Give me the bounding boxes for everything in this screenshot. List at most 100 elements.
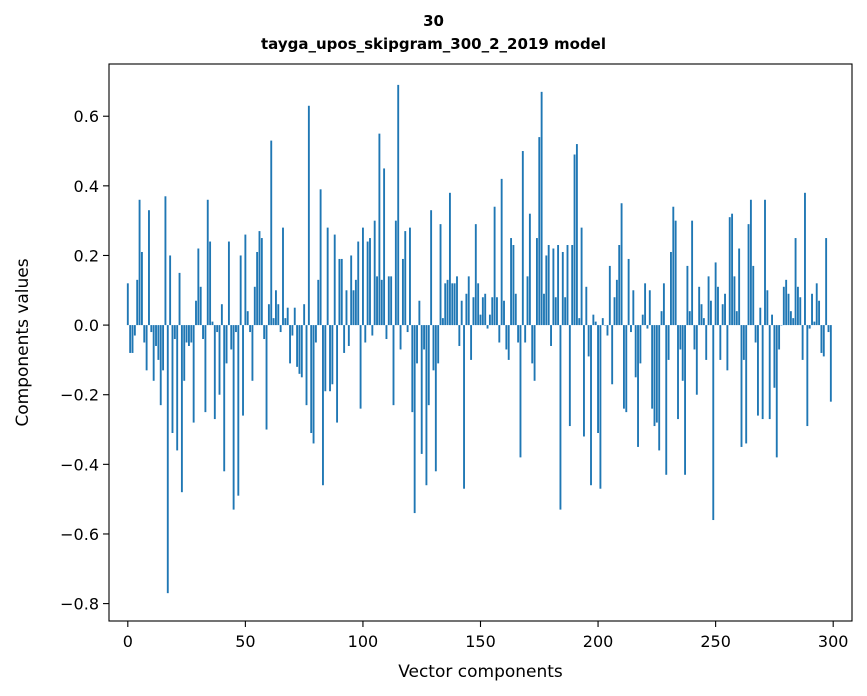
bar-24 <box>183 325 186 381</box>
bar-184 <box>559 325 562 510</box>
chart-title-model: tayga_upos_skipgram_300_2_2019 model <box>261 35 606 53</box>
bar-32 <box>202 325 204 340</box>
bar-193 <box>580 227 583 326</box>
bar-44 <box>230 325 233 350</box>
bar-63 <box>275 290 277 326</box>
bar-274 <box>771 314 773 326</box>
bar-119 <box>406 325 409 333</box>
bar-33 <box>204 325 207 413</box>
bar-100 <box>362 227 364 326</box>
bar-263 <box>745 325 748 444</box>
bar-66 <box>282 227 284 326</box>
bar-250 <box>714 262 717 326</box>
bar-259 <box>735 311 738 326</box>
bar-118 <box>404 231 407 326</box>
bar-88 <box>333 234 336 326</box>
bar-28 <box>192 325 195 423</box>
bar-243 <box>698 286 701 326</box>
bar-251 <box>717 286 719 326</box>
bar-146 <box>470 325 473 360</box>
bar-90 <box>338 258 341 326</box>
bar-75 <box>303 304 306 326</box>
bar-217 <box>637 325 639 447</box>
bar-164 <box>512 245 515 326</box>
bar-262 <box>742 325 745 360</box>
bar-81 <box>317 279 320 326</box>
bar-179 <box>547 245 550 326</box>
bar-160 <box>503 300 505 326</box>
bar-124 <box>418 300 421 326</box>
bar-112 <box>390 276 393 326</box>
bar-247 <box>707 276 710 326</box>
bar-167 <box>519 325 522 458</box>
bar-238 <box>686 265 689 326</box>
bar-73 <box>298 325 301 374</box>
bar-15 <box>162 325 165 371</box>
bar-18 <box>169 255 172 326</box>
x-axis-ticks: 0 50 100 150 200 250 300 <box>123 621 849 651</box>
bar-70 <box>291 325 294 336</box>
bar-42 <box>225 325 228 364</box>
bar-68 <box>286 307 289 326</box>
bar-133 <box>439 224 442 326</box>
bar-109 <box>383 168 386 326</box>
bar-166 <box>517 325 520 343</box>
bar-242 <box>695 325 698 395</box>
bar-43 <box>227 241 230 326</box>
bar-157 <box>496 297 498 326</box>
bar-288 <box>804 192 806 326</box>
bar-1 <box>129 325 132 353</box>
bar-93 <box>345 290 348 326</box>
bar-19 <box>171 325 174 434</box>
bar-236 <box>681 325 684 381</box>
bar-296 <box>822 325 825 357</box>
bar-134 <box>441 318 444 326</box>
bar-208 <box>615 279 618 326</box>
y-tick-label: 0.4 <box>74 177 99 196</box>
bar-180 <box>550 325 552 346</box>
y-tick-label: 0.2 <box>74 246 99 265</box>
x-tick-label: 300 <box>818 632 849 651</box>
bar-82 <box>319 189 322 326</box>
bar-40 <box>220 304 223 326</box>
bar-4 <box>136 279 139 326</box>
x-tick-label: 0 <box>123 632 133 651</box>
bar-91 <box>340 258 343 326</box>
bar-71 <box>293 307 296 326</box>
bar-62 <box>272 318 275 326</box>
bar-140 <box>456 276 458 326</box>
bar-30 <box>197 248 200 326</box>
bar-94 <box>347 325 350 346</box>
bar-16 <box>164 196 167 326</box>
bar-186 <box>564 297 567 326</box>
bar-78 <box>310 325 313 434</box>
bar-113 <box>392 325 395 406</box>
bar-170 <box>526 276 529 326</box>
bar-65 <box>279 325 282 333</box>
bar-223 <box>651 325 654 409</box>
bar-196 <box>587 325 590 357</box>
bar-23 <box>180 325 183 493</box>
bar-295 <box>820 325 823 353</box>
bar-120 <box>409 227 411 326</box>
bar-281 <box>787 293 790 326</box>
bar-279 <box>782 286 785 326</box>
bar-29 <box>195 300 197 326</box>
bar-168 <box>521 151 524 326</box>
bar-192 <box>578 318 581 326</box>
bar-121 <box>411 325 414 413</box>
bar-153 <box>486 325 489 329</box>
bar-299 <box>829 325 832 402</box>
bar-173 <box>533 325 536 381</box>
bar-143 <box>463 325 465 489</box>
bar-128 <box>427 325 430 406</box>
bar-60 <box>267 304 270 326</box>
bar-95 <box>350 255 353 326</box>
bar-151 <box>481 297 484 326</box>
bar-198 <box>592 314 595 326</box>
bar-125 <box>420 325 423 454</box>
bar-86 <box>329 325 331 392</box>
x-tick-label: 150 <box>465 632 496 651</box>
bar-111 <box>387 276 390 326</box>
bar-232 <box>672 206 675 326</box>
